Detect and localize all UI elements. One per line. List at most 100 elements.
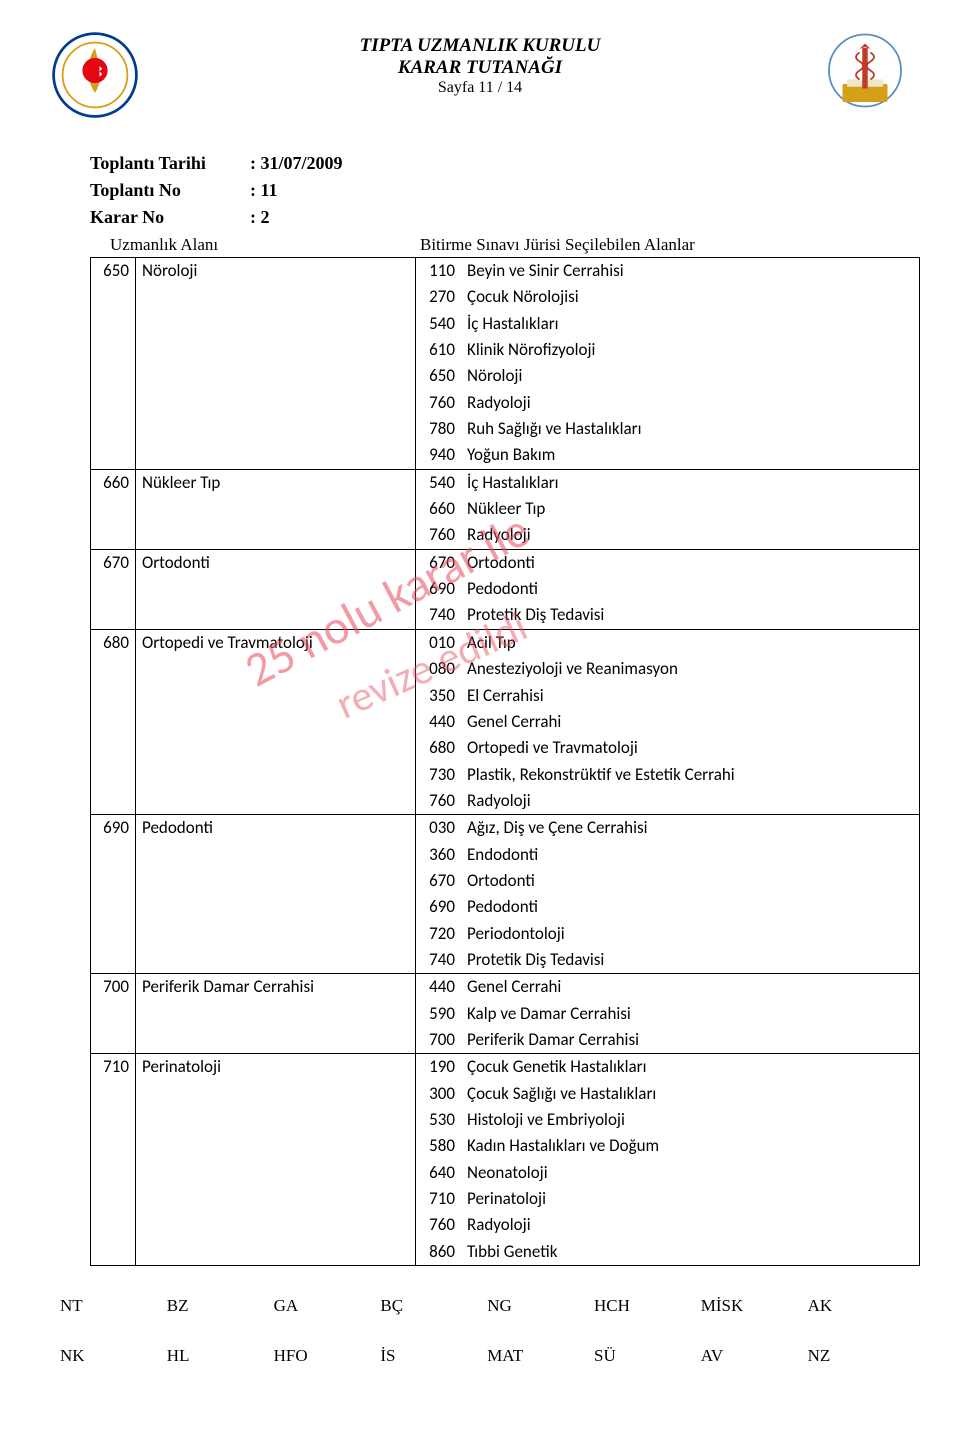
jury-name: Genel Cerrahi	[461, 974, 919, 1000]
footer-initial: NK	[60, 1346, 152, 1366]
jury-code: 350	[416, 683, 461, 709]
jury-name: Beyin ve Sinir Cerrahisi	[461, 258, 919, 284]
jury-item: 650Nöroloji	[416, 363, 919, 389]
jury-name: Ortodonti	[461, 550, 919, 576]
jury-name: Genel Cerrahi	[461, 709, 919, 735]
jury-name: İç Hastalıkları	[461, 311, 919, 337]
jury-name: Kadın Hastalıkları ve Doğum	[461, 1133, 919, 1159]
footer-initial: HFO	[274, 1346, 366, 1366]
specialty-table: 650Nöroloji110Beyin ve Sinir Cerrahisi27…	[90, 257, 920, 1266]
jury-code: 740	[416, 947, 461, 973]
jury-code: 190	[416, 1054, 461, 1080]
jury-code: 080	[416, 656, 461, 682]
jury-item: 760Radyoloji	[416, 522, 919, 548]
footer-initials: NTBZGABÇNGHCHMİSKAK NKHLHFOİSMATSÜAVNZ	[50, 1296, 910, 1396]
jury-name: El Cerrahisi	[461, 683, 919, 709]
table-row: 690Pedodonti030Ağız, Diş ve Çene Cerrahi…	[91, 815, 920, 974]
jury-code: 760	[416, 390, 461, 416]
jury-code: 760	[416, 522, 461, 548]
footer-initial: NT	[60, 1296, 152, 1316]
jury-item: 720Periodontoloji	[416, 921, 919, 947]
jury-item: 010Acil Tıp	[416, 630, 919, 656]
meta-date-value: : 31/07/2009	[250, 150, 343, 177]
jury-code: 670	[416, 550, 461, 576]
jury-item: 940Yoğun Bakım	[416, 442, 919, 468]
header-title-block: TIPTA UZMANLIK KURULU KARAR TUTANAĞI Say…	[140, 30, 820, 97]
jury-code: 710	[416, 1186, 461, 1212]
jury-item: 610Klinik Nörofizyoloji	[416, 337, 919, 363]
jury-name: Ortopedi ve Travmatoloji	[461, 735, 919, 761]
jury-code: 760	[416, 1212, 461, 1238]
jury-item: 110Beyin ve Sinir Cerrahisi	[416, 258, 919, 284]
jury-list-cell: 010Acil Tıp080Anesteziyoloji ve Reanimas…	[416, 629, 920, 814]
jury-name: Tıbbi Genetik	[461, 1239, 919, 1265]
jury-name: Periodontoloji	[461, 921, 919, 947]
meeting-meta: Toplantı Tarihi : 31/07/2009 Toplantı No…	[90, 150, 910, 231]
header-title-line2: KARAR TUTANAĞI	[140, 57, 820, 79]
jury-item: 540İç Hastalıkları	[416, 311, 919, 337]
jury-item: 690Pedodonti	[416, 576, 919, 602]
jury-code: 670	[416, 868, 461, 894]
jury-item: 300Çocuk Sağlığı ve Hastalıkları	[416, 1081, 919, 1107]
jury-list-cell: 190Çocuk Genetik Hastalıkları300Çocuk Sa…	[416, 1054, 920, 1266]
jury-item: 760Radyoloji	[416, 788, 919, 814]
jury-name: Radyoloji	[461, 390, 919, 416]
specialty-code: 670	[91, 549, 136, 629]
jury-name: Ruh Sağlığı ve Hastalıkları	[461, 416, 919, 442]
specialty-code: 700	[91, 974, 136, 1054]
jury-list-cell: 030Ağız, Diş ve Çene Cerrahisi360Endodon…	[416, 815, 920, 974]
jury-code: 580	[416, 1133, 461, 1159]
jury-name: İç Hastalıkları	[461, 470, 919, 496]
footer-initial: BÇ	[380, 1296, 472, 1316]
jury-name: Histoloji ve Embriyoloji	[461, 1107, 919, 1133]
jury-code: 740	[416, 602, 461, 628]
jury-name: Nöroloji	[461, 363, 919, 389]
specialty-name: Nöroloji	[136, 258, 416, 470]
jury-list-cell: 540İç Hastalıkları660Nükleer Tıp760Radyo…	[416, 469, 920, 549]
footer-initial: İS	[380, 1346, 472, 1366]
jury-list-cell: 670Ortodonti690Pedodonti740Protetik Diş …	[416, 549, 920, 629]
jury-code: 440	[416, 709, 461, 735]
jury-code: 660	[416, 496, 461, 522]
jury-code: 640	[416, 1160, 461, 1186]
jury-code: 110	[416, 258, 461, 284]
specialty-code: 660	[91, 469, 136, 549]
footer-initial: MİSK	[701, 1296, 793, 1316]
jury-item: 530Histoloji ve Embriyoloji	[416, 1107, 919, 1133]
table-row: 680Ortopedi ve Travmatoloji010Acil Tıp08…	[91, 629, 920, 814]
jury-code: 650	[416, 363, 461, 389]
jury-code: 360	[416, 842, 461, 868]
document-header: TIPTA UZMANLIK KURULU KARAR TUTANAĞI Say…	[50, 30, 910, 120]
table-row: 660Nükleer Tıp540İç Hastalıkları660Nükle…	[91, 469, 920, 549]
footer-initial: GA	[274, 1296, 366, 1316]
header-page-line: Sayfa 11 / 14	[140, 79, 820, 97]
jury-item: 700Periferik Damar Cerrahisi	[416, 1027, 919, 1053]
jury-code: 270	[416, 284, 461, 310]
jury-item: 030Ağız, Diş ve Çene Cerrahisi	[416, 815, 919, 841]
jury-name: Neonatoloji	[461, 1160, 919, 1186]
jury-item: 730Plastik, Rekonstrüktif ve Estetik Cer…	[416, 762, 919, 788]
specialty-code: 710	[91, 1054, 136, 1266]
jury-item: 780Ruh Sağlığı ve Hastalıkları	[416, 416, 919, 442]
specialty-name: Nükleer Tıp	[136, 469, 416, 549]
jury-name: Çocuk Sağlığı ve Hastalıkları	[461, 1081, 919, 1107]
jury-item: 440Genel Cerrahi	[416, 974, 919, 1000]
jury-item: 670Ortodonti	[416, 550, 919, 576]
jury-item: 740Protetik Diş Tedavisi	[416, 602, 919, 628]
jury-name: Ağız, Diş ve Çene Cerrahisi	[461, 815, 919, 841]
specialty-code: 690	[91, 815, 136, 974]
jury-code: 540	[416, 311, 461, 337]
specialty-name: Perinatoloji	[136, 1054, 416, 1266]
logo-right-icon	[820, 30, 910, 120]
jury-name: Radyoloji	[461, 522, 919, 548]
col-header-left: Uzmanlık Alanı	[110, 235, 420, 255]
footer-initial: AV	[701, 1346, 793, 1366]
footer-initial: SÜ	[594, 1346, 686, 1366]
jury-list-cell: 110Beyin ve Sinir Cerrahisi270Çocuk Nöro…	[416, 258, 920, 470]
jury-name: Plastik, Rekonstrüktif ve Estetik Cerrah…	[461, 762, 919, 788]
jury-code: 760	[416, 788, 461, 814]
jury-item: 760Radyoloji	[416, 1212, 919, 1238]
jury-item: 540İç Hastalıkları	[416, 470, 919, 496]
jury-name: Çocuk Nörolojisi	[461, 284, 919, 310]
jury-code: 680	[416, 735, 461, 761]
